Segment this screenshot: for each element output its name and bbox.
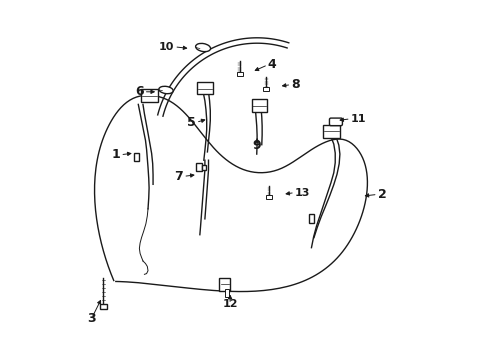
- Text: 8: 8: [291, 78, 299, 91]
- Text: 6: 6: [135, 85, 143, 98]
- FancyBboxPatch shape: [202, 165, 206, 170]
- Text: 11: 11: [350, 114, 366, 124]
- FancyBboxPatch shape: [197, 82, 212, 94]
- FancyBboxPatch shape: [141, 89, 158, 102]
- Text: 10: 10: [159, 42, 174, 52]
- FancyBboxPatch shape: [218, 278, 230, 291]
- Ellipse shape: [159, 86, 173, 94]
- Text: 3: 3: [87, 312, 96, 325]
- Text: 1: 1: [111, 148, 120, 161]
- Text: 13: 13: [294, 188, 310, 198]
- Text: 12: 12: [222, 299, 237, 309]
- FancyBboxPatch shape: [196, 163, 202, 171]
- Text: 9: 9: [252, 139, 261, 152]
- Text: 4: 4: [267, 58, 276, 71]
- Ellipse shape: [195, 44, 210, 51]
- FancyBboxPatch shape: [100, 304, 106, 309]
- FancyBboxPatch shape: [251, 99, 266, 112]
- FancyBboxPatch shape: [134, 153, 139, 161]
- FancyBboxPatch shape: [224, 289, 228, 297]
- FancyBboxPatch shape: [308, 214, 313, 223]
- Text: 5: 5: [187, 116, 196, 129]
- FancyBboxPatch shape: [263, 87, 269, 91]
- FancyBboxPatch shape: [236, 72, 243, 76]
- FancyBboxPatch shape: [329, 118, 342, 126]
- Text: 2: 2: [377, 188, 386, 201]
- Text: 7: 7: [174, 170, 183, 183]
- FancyBboxPatch shape: [265, 195, 272, 199]
- FancyBboxPatch shape: [322, 125, 339, 138]
